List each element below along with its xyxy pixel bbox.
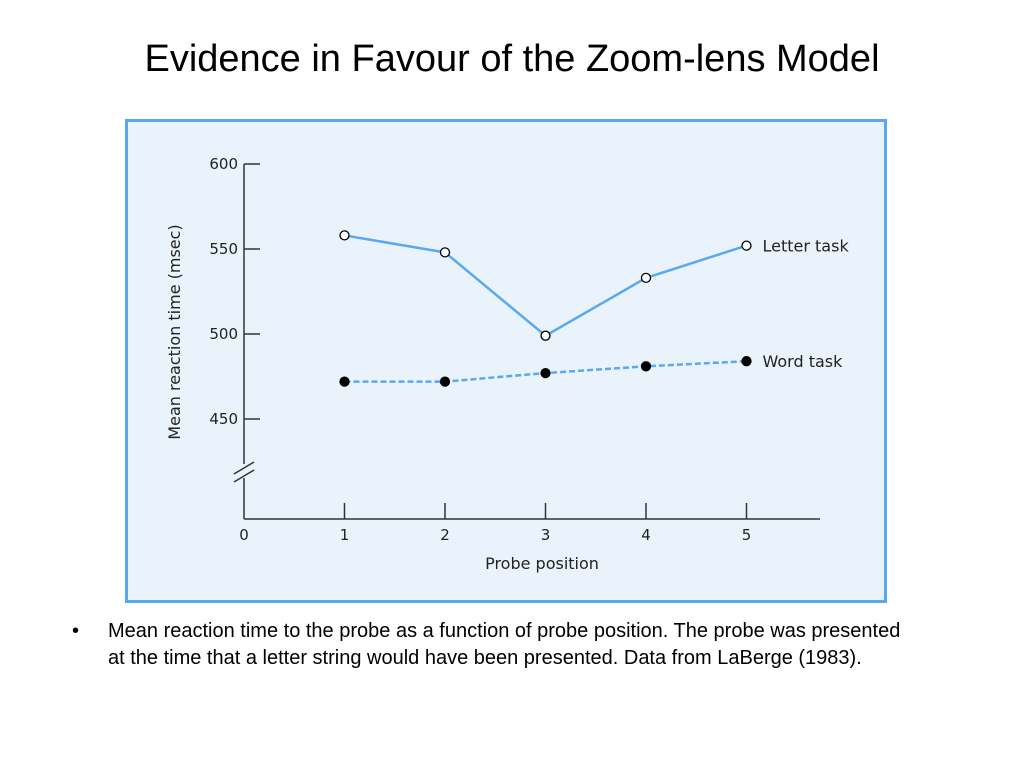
line-chart: Mean reaction time (msec) Probe position… [165, 155, 850, 573]
bullet-marker: • [72, 620, 80, 642]
x-tick-label: 0 [239, 526, 249, 544]
data-point [439, 247, 451, 258]
y-tick-label: 550 [209, 240, 238, 258]
y-tick-label: 600 [209, 155, 238, 173]
series-line [344, 234, 747, 338]
figure-panel: Mean reaction time (msec) Probe position… [125, 119, 887, 603]
x-tick-label: 2 [440, 526, 450, 544]
y-tick-label: 450 [209, 410, 238, 428]
x-tick-label: 4 [641, 526, 651, 544]
data-point [741, 240, 752, 251]
y-tick-label: 500 [209, 325, 238, 343]
x-tick-label: 3 [541, 526, 551, 544]
data-point [339, 376, 350, 387]
x-tick-label: 1 [340, 526, 350, 544]
data-point [439, 376, 451, 387]
data-point [540, 367, 551, 379]
data-point [741, 356, 752, 367]
y-axis-label: Mean reaction time (msec) [165, 224, 184, 439]
series-label: Letter task [763, 237, 850, 256]
data-point [640, 272, 652, 284]
caption: • Mean reaction time to the probe as a f… [72, 618, 922, 672]
slide-title: Evidence in Favour of the Zoom-lens Mode… [144, 38, 880, 80]
series-label: Word task [763, 352, 844, 371]
caption-text: Mean reaction time to the probe as a fun… [108, 620, 901, 669]
x-axis-label: Probe position [485, 554, 599, 573]
data-point [640, 361, 652, 372]
axis-break-mark [233, 469, 255, 483]
data-point [540, 330, 551, 341]
x-tick-label: 5 [742, 526, 752, 544]
axis-break-mark [233, 461, 255, 475]
data-point [339, 230, 350, 241]
